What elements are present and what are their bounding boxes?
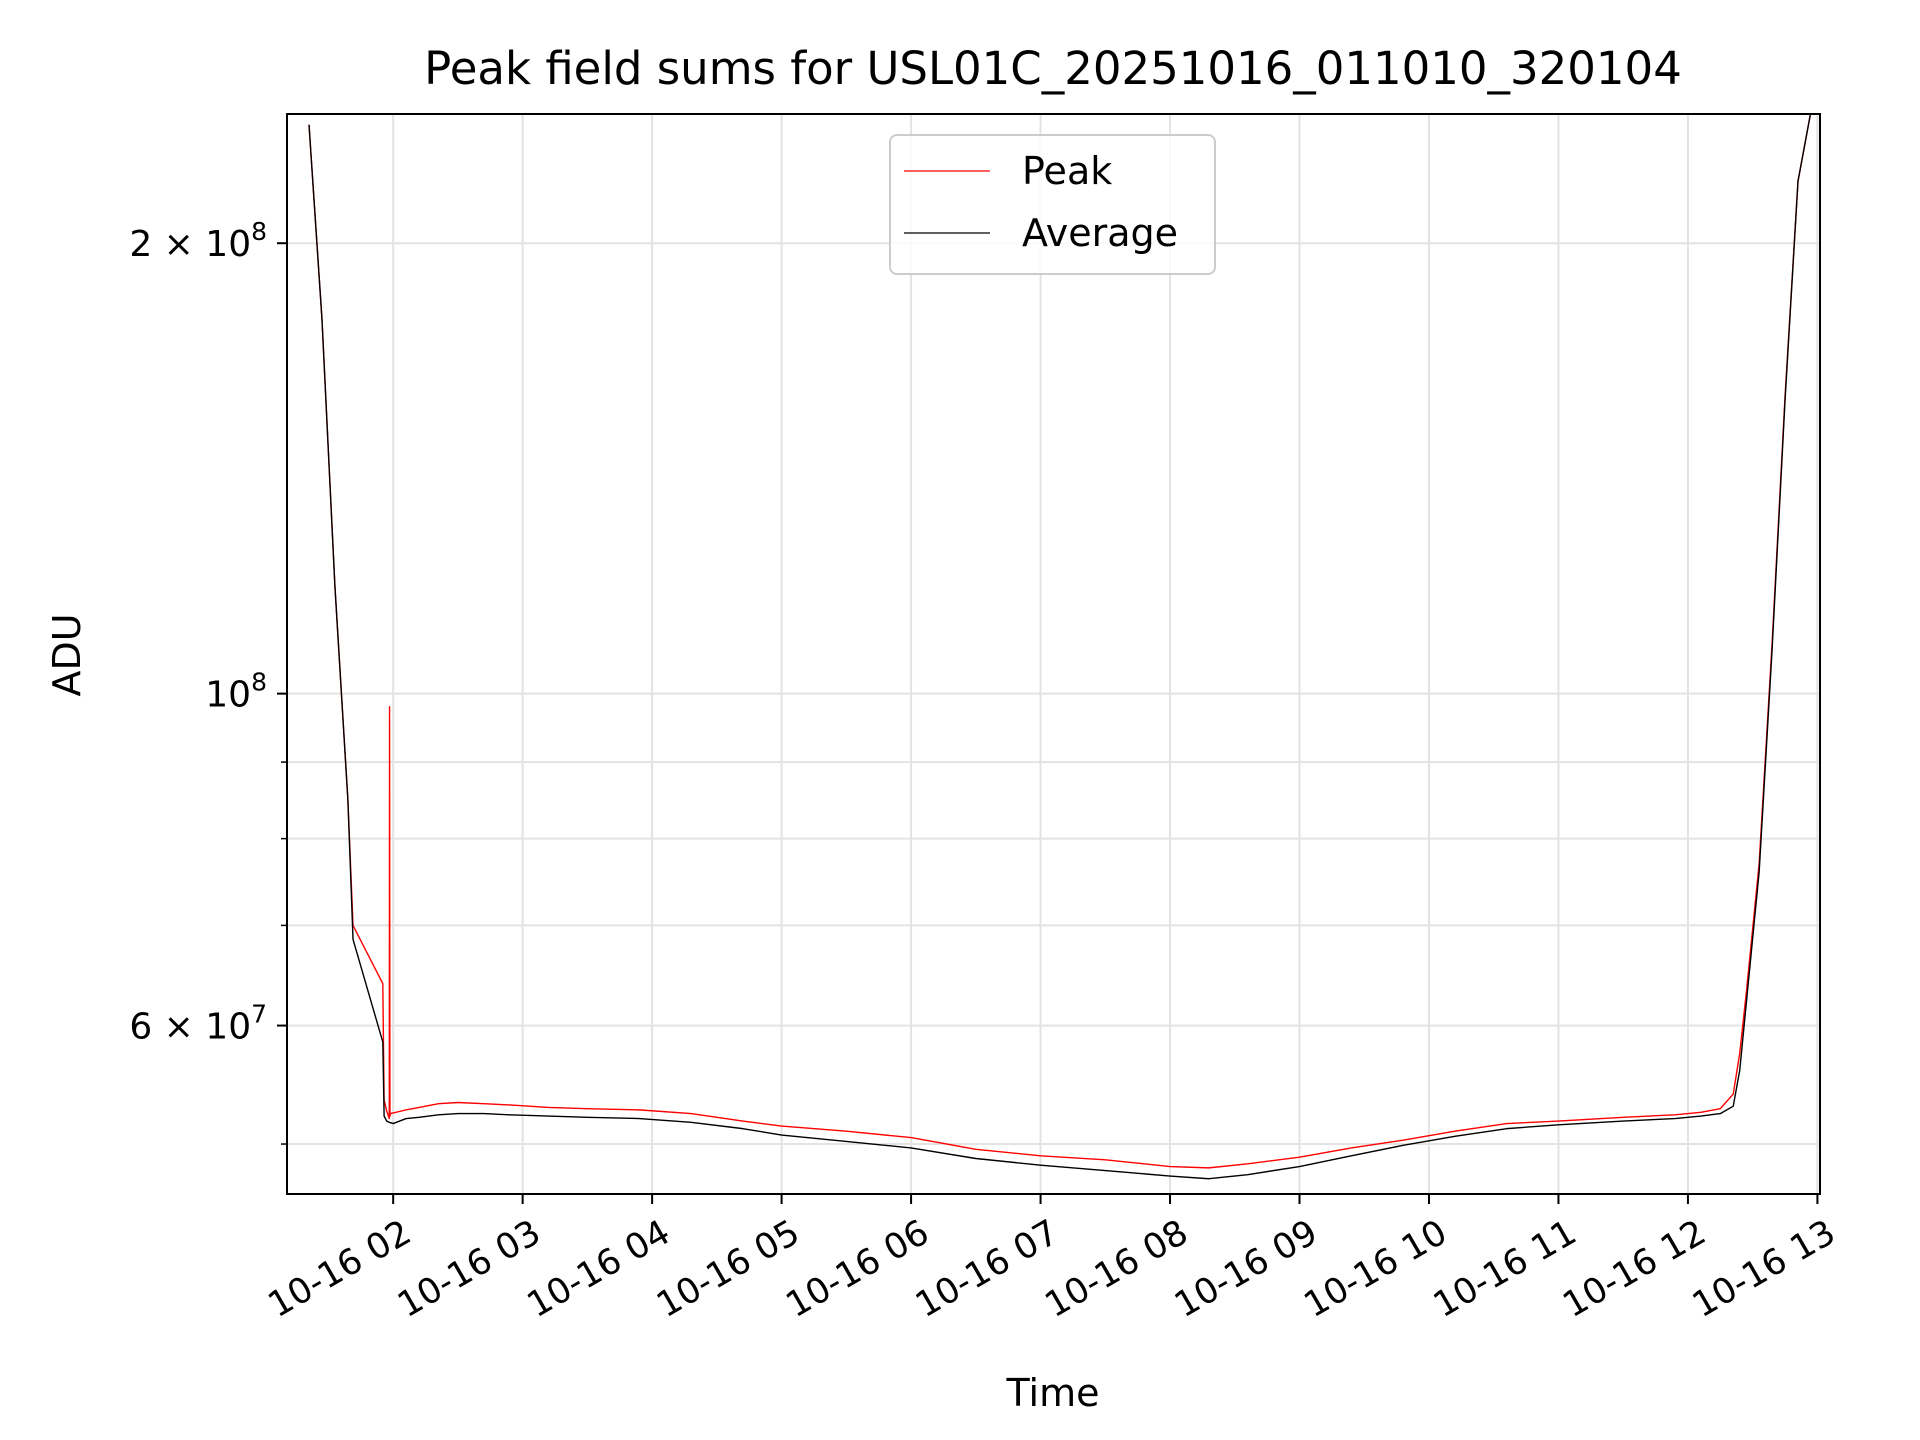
y-axis-ticks: 2 × 108 108 6 × 107 [129,217,287,1145]
y-axis-label: ADU [45,613,89,696]
plot-series [308,114,1812,1180]
plot-area-frame [286,113,1821,1195]
grid [287,114,1820,1194]
y-tick-label: 6 × 107 [129,1000,267,1048]
x-axis-label: Time [1006,1371,1100,1415]
y-tick-label: 108 [205,668,267,716]
legend-average-label: Average [1022,211,1178,255]
chart-title: Peak field sums for USL01C_20251016_0110… [424,42,1682,95]
y-tick-label: 2 × 108 [129,217,267,265]
legend: Peak Average [889,134,1216,275]
series-line-average [308,114,1812,1180]
series-line-peak [308,114,1812,1169]
legend-peak-label: Peak [1022,149,1112,193]
legend-box [889,134,1216,275]
